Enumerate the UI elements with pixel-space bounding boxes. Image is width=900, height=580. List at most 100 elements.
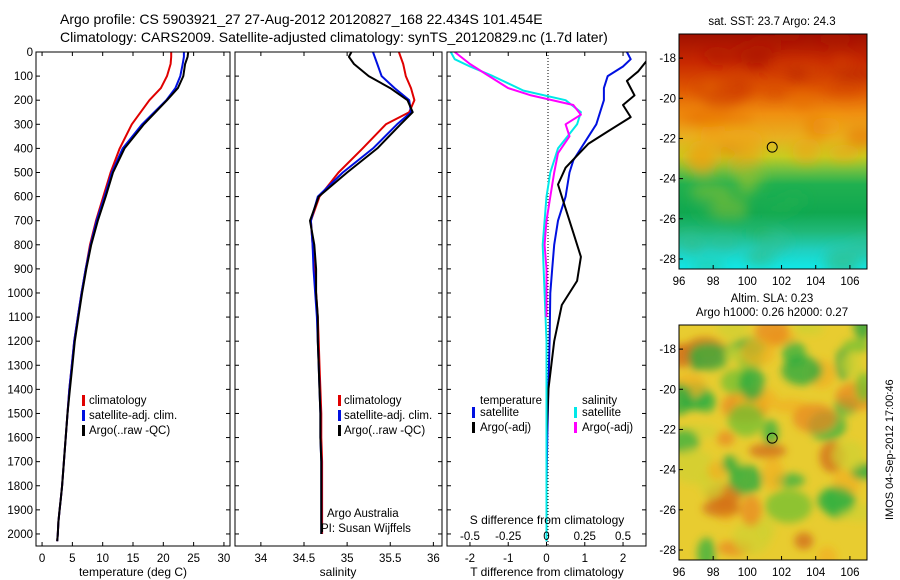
sst-texture xyxy=(706,233,740,250)
sst-texture xyxy=(774,34,804,42)
series-line-climatology xyxy=(56,52,173,542)
sst-texture xyxy=(704,90,741,109)
sla-texture xyxy=(732,521,771,555)
sla-texture xyxy=(841,352,864,377)
x-tick-label: 20 xyxy=(157,553,170,565)
sla-map-title-line1: Altim. SLA: 0.23 xyxy=(731,293,813,305)
x-tick-label: 35 xyxy=(341,553,354,565)
salinity-axes-frame xyxy=(234,51,443,547)
sla-map-title-line2: Argo h1000: 0.26 h2000: 0.27 xyxy=(696,307,848,319)
y-tick-label: 2000 xyxy=(7,529,33,541)
sst-texture xyxy=(690,260,726,269)
salinity-legend: climatology satellite-adj. clim. Argo(..… xyxy=(338,395,432,437)
x-tick-label: 102 xyxy=(772,276,791,288)
y-tick-label: 1800 xyxy=(7,481,33,493)
sla-texture xyxy=(724,345,744,363)
x-tick-label: 102 xyxy=(772,567,791,579)
legend-swatch-climatology xyxy=(82,395,85,406)
s-tick-label: 0.25 xyxy=(574,531,596,543)
sla-texture xyxy=(738,366,765,401)
sla-texture xyxy=(716,430,735,446)
sst-texture xyxy=(762,87,788,99)
sla-texture xyxy=(762,456,784,491)
sla-texture xyxy=(717,325,748,340)
argo-position-marker xyxy=(766,432,778,444)
sst-texture xyxy=(824,79,867,97)
y-tick-label: 600 xyxy=(14,192,33,204)
series-line-satellite-adj-clim- xyxy=(309,52,412,534)
y-tick-label: 900 xyxy=(14,264,33,276)
sst-texture xyxy=(846,127,867,148)
legend-swatch-satellite xyxy=(82,410,85,421)
y-tick-label: -20 xyxy=(659,384,676,396)
sla-texture xyxy=(727,403,765,437)
sla-texture xyxy=(832,440,865,471)
x-tick-label: 34.5 xyxy=(293,553,315,565)
sst-texture xyxy=(754,230,791,254)
x-tick-label: 10 xyxy=(96,553,109,565)
sla-texture xyxy=(697,537,716,560)
figure-title-line1: Argo profile: CS 5903921_27 27-Aug-2012 … xyxy=(60,11,543,27)
sst-texture xyxy=(734,162,766,188)
s-tick-label: 0.5 xyxy=(615,531,631,543)
x-tick-label: 35.5 xyxy=(379,553,401,565)
legend-swatch-s-satellite xyxy=(574,407,577,418)
legend-swatch-t-argo xyxy=(472,422,475,433)
legend-label-satellite: satellite-adj. clim. xyxy=(344,410,432,422)
temperature-xlabel: temperature (deg C) xyxy=(79,565,187,579)
sla-texture xyxy=(794,532,814,550)
x-tick-label: 36 xyxy=(427,553,440,565)
sst-texture xyxy=(741,144,763,166)
legend-swatch-t-satellite xyxy=(472,407,475,418)
difference-panel: -2 -1 0 1 2 -0.5 -0.25 0 0.25 0.5 S difference fr… xyxy=(446,51,647,579)
sla-texture xyxy=(688,342,731,371)
series-line-s-argo-adj- xyxy=(454,52,582,318)
legend-label-climatology: climatology xyxy=(344,395,402,407)
series-line-satellite-adj-clim- xyxy=(56,52,185,542)
sla-texture xyxy=(679,383,693,416)
sst-texture xyxy=(688,106,730,127)
sla-texture xyxy=(792,403,837,433)
y-tick-label: -20 xyxy=(659,93,676,105)
y-tick-label: -24 xyxy=(659,465,676,477)
series-line-t-argo-adj- xyxy=(545,60,646,542)
sla-texture xyxy=(793,325,811,336)
legend-label-satellite: satellite-adj. clim. xyxy=(89,410,177,422)
y-tick-label: 1100 xyxy=(8,312,33,324)
sst-texture xyxy=(793,91,812,110)
y-tick-label: 700 xyxy=(14,216,33,228)
legend-label-argo: Argo(..raw -QC) xyxy=(344,425,425,437)
sst-map: sat. SST: 23.7 Argo: 24.3 96 98 100 102 104 1… xyxy=(659,16,868,288)
x-tick-label: 106 xyxy=(840,276,859,288)
sla-texture xyxy=(721,455,738,473)
legend-swatch-s-argo xyxy=(574,422,577,433)
y-tick-label: 400 xyxy=(14,143,33,155)
sst-texture xyxy=(689,183,733,201)
series-line-s-satellite xyxy=(449,52,582,542)
y-tick-label: 1600 xyxy=(7,433,33,445)
x-tick-label: 5 xyxy=(69,553,75,565)
x-tick-label: 104 xyxy=(806,276,826,288)
y-tick-label: 100 xyxy=(14,71,33,83)
y-tick-label: 1300 xyxy=(7,360,33,372)
sst-texture xyxy=(688,153,716,177)
legend-label-argo: Argo(..raw -QC) xyxy=(89,425,170,437)
x-tick-label: 96 xyxy=(673,276,686,288)
y-tick-label: -18 xyxy=(659,344,676,356)
y-tick-label: -22 xyxy=(659,424,676,436)
sst-texture xyxy=(830,54,848,74)
series-line-argo-raw-qc- xyxy=(309,52,414,534)
timestamp: IMOS 04-Sep-2012 17:00:46 xyxy=(884,379,896,520)
x-tick-label: 104 xyxy=(806,567,826,579)
x-tick-label: 25 xyxy=(187,553,200,565)
t-difference-label: T difference from climatology xyxy=(470,565,624,579)
sst-texture xyxy=(827,245,856,257)
y-tick-label: 800 xyxy=(14,240,33,252)
sla-texture xyxy=(740,495,762,527)
sla-texture xyxy=(748,443,787,459)
sla-texture xyxy=(765,489,813,523)
legend-title-salinity: salinity xyxy=(582,395,617,407)
sla-texture xyxy=(762,419,779,447)
sst-texture xyxy=(693,203,716,221)
